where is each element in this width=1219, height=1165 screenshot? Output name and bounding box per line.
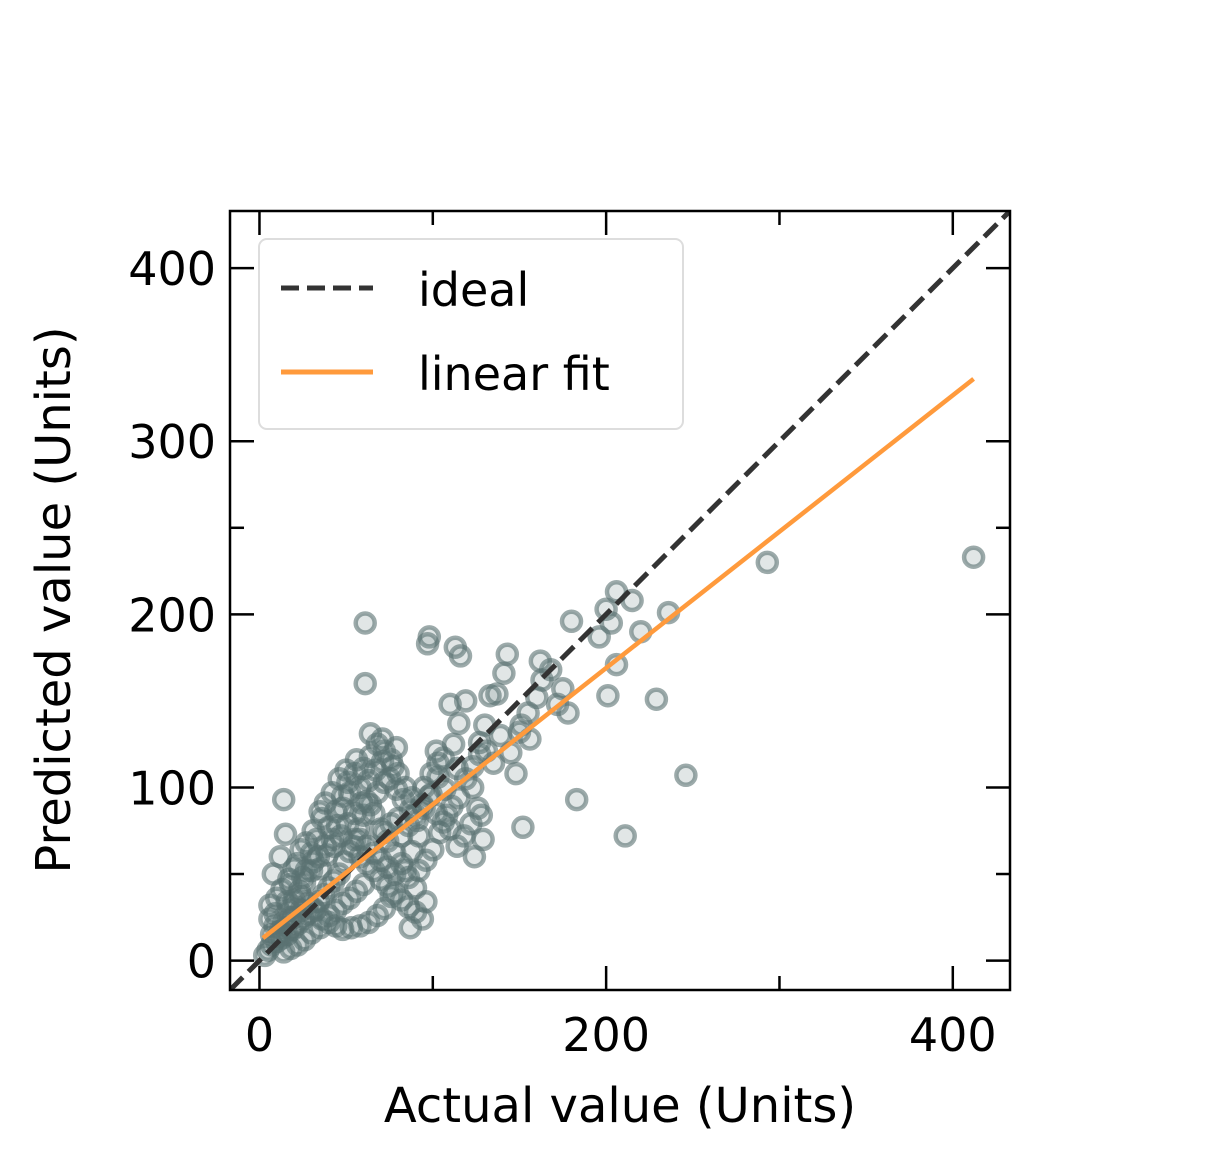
scatter-point — [961, 545, 986, 569]
scatter-point — [755, 550, 780, 575]
x-axis-label: Actual value (Units) — [384, 1078, 856, 1134]
legend: ideal linear fit — [258, 238, 684, 430]
plot-frame — [228, 209, 1012, 992]
scatter-point — [674, 763, 698, 788]
scatter-point — [382, 862, 407, 886]
legend-fit-label: linear fit — [418, 347, 610, 401]
y-tick-label: 300 — [128, 415, 216, 469]
scatter-point — [587, 625, 611, 649]
scatter-point — [282, 857, 306, 881]
scatter-point — [448, 644, 473, 668]
scatter-point — [644, 687, 669, 711]
scatter-point — [275, 889, 299, 914]
scatter-point — [353, 671, 377, 696]
x-tick-label: 200 — [562, 1008, 650, 1062]
x-tick-labels: 0 200 400 — [245, 1008, 997, 1062]
series-lines — [230, 211, 1010, 990]
scatter-point — [495, 642, 520, 666]
scatter-point — [504, 761, 528, 786]
scatter-point — [559, 609, 584, 634]
scatter-point — [273, 822, 298, 846]
y-axis-label: Predicted value (Units) — [26, 326, 82, 873]
scatter-point — [301, 818, 325, 843]
scatter-point — [407, 858, 431, 883]
scatter-point — [258, 907, 282, 931]
scatter-point — [415, 632, 440, 656]
scatter-point — [410, 907, 435, 931]
y-tick-label: 200 — [128, 588, 216, 642]
y-tick-label: 0 — [187, 935, 216, 989]
scatter-point — [353, 611, 377, 635]
scatter-point — [528, 649, 553, 673]
scatter-point — [478, 683, 502, 708]
scatter-point — [447, 711, 471, 736]
scatter-point — [466, 796, 490, 820]
y-tick-labels: 0 100 200 300 400 — [128, 242, 216, 988]
legend-ideal-label: ideal — [418, 263, 529, 317]
scatter-point — [438, 692, 462, 717]
scatter-point — [271, 787, 296, 812]
scatter-point — [334, 758, 358, 782]
scatter-point — [445, 756, 469, 781]
scatter-point — [492, 661, 516, 685]
x-tick-label: 0 — [245, 1008, 274, 1062]
scatter-points — [252, 545, 986, 968]
linear-fit-line — [261, 377, 975, 940]
scatter-point — [564, 787, 589, 812]
y-tick-label: 400 — [128, 242, 216, 296]
axis-ticks — [230, 211, 1010, 990]
scatter-point — [426, 751, 450, 775]
scatter-point — [511, 815, 535, 840]
y-tick-label: 100 — [128, 761, 216, 815]
x-tick-label: 400 — [909, 1008, 997, 1062]
scatter-point — [613, 824, 637, 848]
scatter-point — [596, 683, 620, 708]
